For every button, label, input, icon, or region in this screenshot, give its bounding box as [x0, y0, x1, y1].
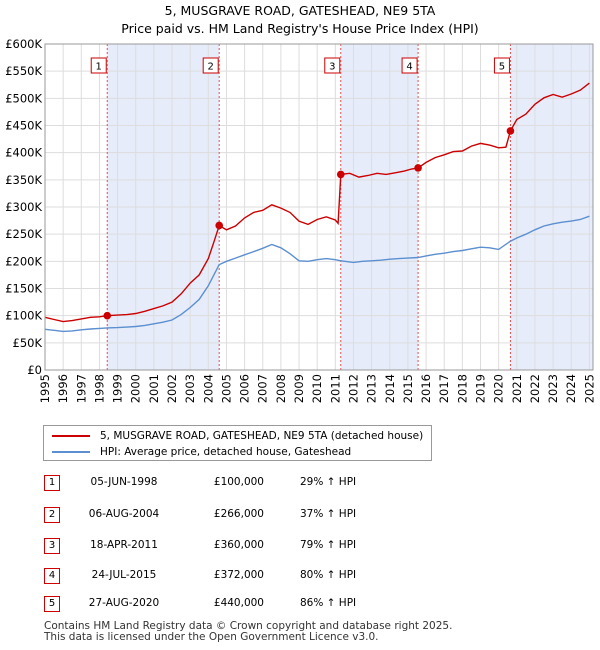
x-tick-label: 2016 — [419, 374, 433, 403]
sale-row: 4 24-JUL-2015 £372,000 80% ↑ HPI — [0, 567, 600, 587]
x-tick-label: 2000 — [129, 374, 143, 403]
x-tick-label: 2008 — [274, 374, 288, 403]
sale-marker-badge: 2 — [44, 507, 60, 523]
x-tick-label: 2007 — [256, 374, 270, 403]
sale-row: 1 05-JUN-1998 £100,000 29% ↑ HPI — [0, 474, 600, 494]
y-tick-label: £600K — [5, 37, 42, 51]
x-tick-label: 2001 — [147, 374, 161, 403]
sale-number-label: 2 — [208, 62, 214, 73]
x-tick-label: 2021 — [510, 374, 524, 403]
sale-number-box — [202, 57, 219, 74]
x-tick-label: 1996 — [56, 374, 70, 403]
sale-marker-badge: 4 — [44, 568, 60, 584]
x-tick-label: 2010 — [310, 374, 324, 403]
sale-date: 24-JUL-2015 — [91, 569, 157, 581]
sale-point — [336, 170, 345, 179]
x-tick-label: 2005 — [219, 374, 233, 403]
sale-hpi-change: 37% ↑ HPI — [300, 508, 357, 520]
sale-date: 18-APR-2011 — [90, 539, 158, 551]
footer: Contains HM Land Registry data © Crown c… — [44, 621, 452, 643]
y-tick-label: £550K — [5, 64, 42, 78]
legend-label-hpi: HPI: Average price, detached house, Gate… — [100, 446, 352, 458]
x-tick-label: 2022 — [528, 374, 542, 403]
x-tick-label: 1998 — [92, 374, 106, 403]
y-tick-label: £50K — [13, 336, 43, 350]
sale-point — [414, 164, 422, 172]
sale-row: 5 27-AUG-2020 £440,000 86% ↑ HPI — [0, 595, 600, 615]
sale-number-label: 1 — [96, 62, 102, 73]
sale-price: £360,000 — [213, 539, 264, 551]
sale-marker-badge: 1 — [44, 475, 60, 491]
x-tick-label: 2003 — [183, 374, 197, 403]
chart-title: 5, MUSGRAVE ROAD, GATESHEAD, NE9 5TA — [164, 3, 436, 18]
sale-hpi-change: 79% ↑ HPI — [300, 539, 357, 551]
x-tick-label: 2024 — [564, 374, 578, 403]
y-tick-label: £500K — [5, 91, 42, 105]
legend: 5, MUSGRAVE ROAD, GATESHEAD, NE9 5TA (de… — [43, 425, 432, 461]
sale-price: £100,000 — [213, 476, 264, 488]
sale-number-box — [401, 57, 418, 74]
y-tick-label: £100K — [5, 309, 42, 323]
y-tick-label: £0 — [27, 363, 42, 377]
x-tick-label: 2019 — [473, 374, 487, 403]
sale-marker-badge: 3 — [44, 538, 60, 554]
chart-subtitle: Price paid vs. HM Land Registry's House … — [121, 21, 479, 36]
y-tick-label: £250K — [5, 227, 42, 241]
sale-point — [506, 127, 515, 135]
sale-date: 05-JUN-1998 — [90, 476, 158, 488]
y-tick-label: £400K — [5, 146, 42, 160]
x-tick-label: 1997 — [74, 374, 88, 403]
sale-number-box — [324, 57, 341, 74]
sale-price: £440,000 — [213, 597, 264, 609]
sale-number-label: 3 — [329, 62, 335, 73]
footer-copyright: Contains HM Land Registry data © Crown c… — [44, 620, 453, 632]
sale-number-label: 5 — [499, 62, 505, 73]
sale-marker-badge: 5 — [44, 596, 60, 612]
legend-swatch-property — [52, 435, 90, 437]
y-tick-label: £150K — [5, 282, 42, 296]
sale-row: 3 18-APR-2011 £360,000 79% ↑ HPI — [0, 537, 600, 557]
x-tick-label: 2018 — [455, 374, 469, 403]
series-line — [44, 215, 590, 333]
sale-point — [215, 221, 223, 230]
sale-number-label: 4 — [406, 62, 412, 73]
x-tick-label: 2009 — [292, 374, 306, 403]
legend-label-property: 5, MUSGRAVE ROAD, GATESHEAD, NE9 5TA (de… — [100, 430, 424, 442]
x-tick-label: 2013 — [365, 374, 379, 403]
sale-hpi-change: 86% ↑ HPI — [300, 597, 357, 609]
y-tick-label: £450K — [5, 119, 42, 133]
sale-hpi-change: 29% ↑ HPI — [300, 476, 357, 488]
sale-row: 2 06-AUG-2004 £266,000 37% ↑ HPI — [0, 506, 600, 526]
y-tick-label: £200K — [5, 254, 42, 268]
y-tick-label: £300K — [5, 200, 42, 214]
x-tick-label: 2004 — [201, 374, 215, 403]
sale-point — [103, 311, 112, 320]
x-tick-label: 1995 — [38, 374, 52, 403]
footer-licence: This data is licensed under the Open Gov… — [44, 631, 379, 643]
x-tick-label: 1999 — [111, 374, 125, 403]
sale-hpi-change: 80% ↑ HPI — [300, 569, 357, 581]
y-tick-label: £350K — [5, 173, 42, 187]
legend-swatch-hpi — [52, 451, 90, 453]
x-tick-label: 2015 — [401, 374, 415, 403]
x-tick-label: 2012 — [346, 374, 360, 403]
series-line — [44, 82, 590, 323]
sale-number-box — [493, 57, 510, 74]
x-tick-label: 2025 — [582, 374, 596, 403]
sale-price: £372,000 — [213, 569, 264, 581]
x-tick-label: 2002 — [165, 374, 179, 403]
x-tick-label: 2006 — [238, 374, 252, 403]
plot-frame — [44, 43, 594, 371]
x-tick-label: 2014 — [383, 374, 397, 403]
x-tick-label: 2023 — [546, 374, 560, 403]
sale-number-box — [90, 57, 107, 74]
x-tick-label: 2011 — [328, 374, 342, 403]
sale-date: 27-AUG-2020 — [88, 597, 160, 609]
price-chart: 1 2 3 4 5 £0 £50K £100K £150K £200K £250K £300K £350… — [5, 37, 596, 403]
x-tick-label: 2020 — [492, 374, 506, 403]
sale-price: £266,000 — [213, 508, 264, 520]
x-tick-label: 2017 — [437, 374, 451, 403]
sale-date: 06-AUG-2004 — [88, 508, 160, 520]
